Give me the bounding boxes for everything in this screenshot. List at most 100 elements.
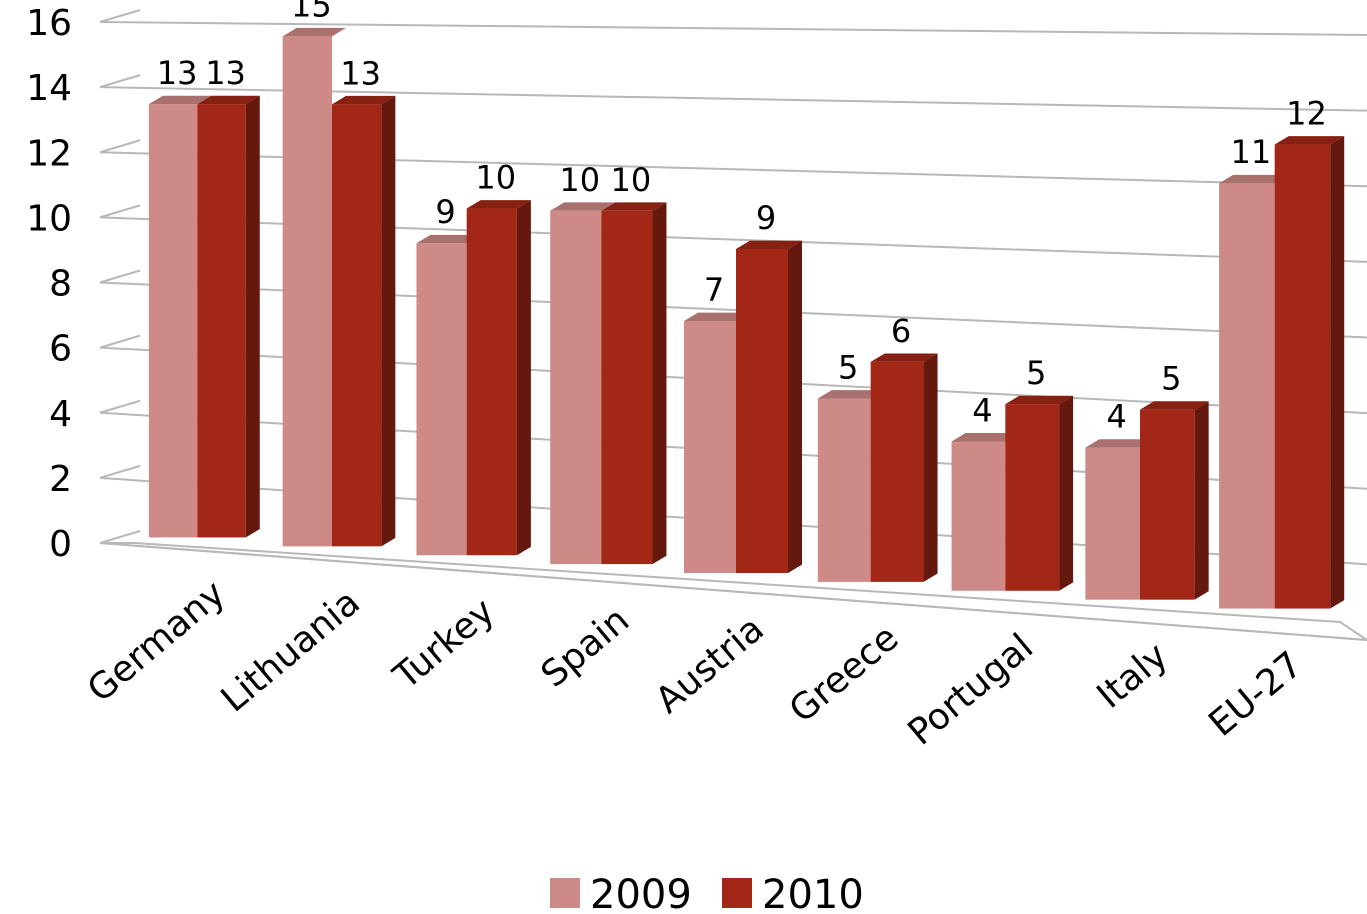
bar-top (736, 240, 802, 249)
x-tick-label: Greece (782, 617, 907, 731)
bar-side (1330, 136, 1345, 609)
bar-2010-lithuania (332, 104, 382, 547)
data-label: 10 (611, 161, 652, 199)
gridline (99, 21, 1367, 36)
bar-2010-austria (736, 249, 788, 573)
y-tick-label: 8 (49, 264, 72, 305)
bar-2010-spain (601, 210, 653, 565)
bar-2009-germany (148, 104, 198, 538)
bar-top (1219, 174, 1289, 184)
y-tick-label: 10 (26, 198, 72, 239)
data-label: 5 (838, 349, 858, 387)
x-tick-label: Austria (648, 608, 772, 721)
data-label: 13 (205, 54, 246, 92)
bar-side (1194, 401, 1209, 600)
tick-mark (99, 399, 141, 414)
bar-2009-lithuania (282, 36, 332, 547)
x-tick-label: Italy (1090, 635, 1176, 717)
data-label: 9 (756, 199, 776, 237)
data-label: 5 (1161, 360, 1181, 398)
bar-top (416, 234, 481, 244)
y-axis: 0 2 4 6 8 10 12 14 16 (26, 3, 72, 565)
legend-swatch-2009 (550, 878, 580, 908)
x-tick-label: EU-27 (1201, 644, 1310, 745)
bar-top (1274, 136, 1345, 145)
tick-mark (99, 464, 141, 479)
bar-2009-eu-27 (1219, 183, 1275, 609)
tick-mark (99, 269, 141, 284)
bar-side (652, 202, 667, 565)
y-tick-label: 6 (49, 329, 72, 370)
legend-label-2009: 2009 (590, 872, 692, 914)
bar-side (516, 200, 531, 556)
bar-2009-spain (550, 210, 602, 565)
legend-swatch-2010 (722, 878, 752, 908)
bar-side (1059, 395, 1074, 591)
data-label: 11 (1231, 133, 1272, 171)
bar-top (1085, 439, 1154, 448)
floor (99, 542, 1367, 642)
tick-mark (99, 204, 141, 219)
bar-top (951, 433, 1020, 442)
bar-top (282, 27, 346, 37)
bar-top (148, 95, 212, 105)
x-tick-label: Turkey (386, 591, 503, 698)
x-tick-label: Spain (534, 600, 637, 696)
tick-mark (99, 9, 141, 23)
legend: 2009 2010 (550, 872, 864, 914)
y-tick-label: 14 (26, 68, 72, 109)
data-label: 13 (157, 54, 198, 92)
bar-side (923, 353, 938, 582)
data-label: 10 (475, 159, 516, 197)
bar-top (197, 95, 260, 105)
tick-mark (99, 334, 141, 349)
x-tick-label: Lithuania (214, 582, 368, 721)
bar-top (466, 200, 531, 209)
bar-side (381, 95, 396, 547)
bar-2009-austria (684, 321, 736, 573)
x-tick-label: Germany (80, 573, 233, 711)
data-label: 10 (559, 161, 600, 199)
bars (148, 27, 1345, 609)
tick-mark (99, 530, 141, 544)
data-label: 12 (1286, 95, 1327, 133)
bar-top (550, 202, 616, 211)
bar-top (1005, 395, 1074, 405)
bar-2009-portugal (951, 441, 1006, 591)
bar-2010-portugal (1005, 404, 1060, 591)
y-tick-label: 2 (49, 459, 72, 500)
bar-side (788, 240, 802, 573)
bar-top (870, 353, 938, 362)
bar-2009-turkey (416, 243, 467, 556)
bar-2009-italy (1085, 447, 1140, 600)
bar-top (601, 202, 667, 211)
bar-2010-turkey (466, 208, 517, 556)
data-label: 15 (291, 0, 332, 24)
tick-mark (99, 74, 141, 89)
bar-top (332, 95, 396, 105)
data-label: 4 (972, 391, 992, 429)
x-tick-label: Portugal (901, 626, 1042, 753)
tick-mark (99, 139, 141, 154)
bar-2010-greece (870, 361, 924, 582)
bar-2010-germany (197, 104, 246, 538)
y-tick-label: 0 (49, 524, 72, 565)
legend-label-2010: 2010 (762, 872, 864, 914)
bar-top (1140, 401, 1209, 410)
bar-2010-italy (1140, 409, 1195, 600)
bar-2010-eu-27 (1274, 144, 1331, 609)
bar-top (684, 312, 750, 321)
y-tick-label: 12 (26, 133, 72, 174)
bar-side (245, 95, 260, 538)
bar-2009-greece (817, 398, 871, 582)
data-label: 7 (704, 271, 724, 309)
data-label: 9 (435, 193, 455, 231)
data-label: 13 (340, 54, 381, 92)
bar-top (817, 390, 885, 399)
data-label: 6 (891, 312, 911, 350)
y-tick-label: 16 (26, 3, 72, 44)
data-label: 5 (1026, 354, 1046, 392)
